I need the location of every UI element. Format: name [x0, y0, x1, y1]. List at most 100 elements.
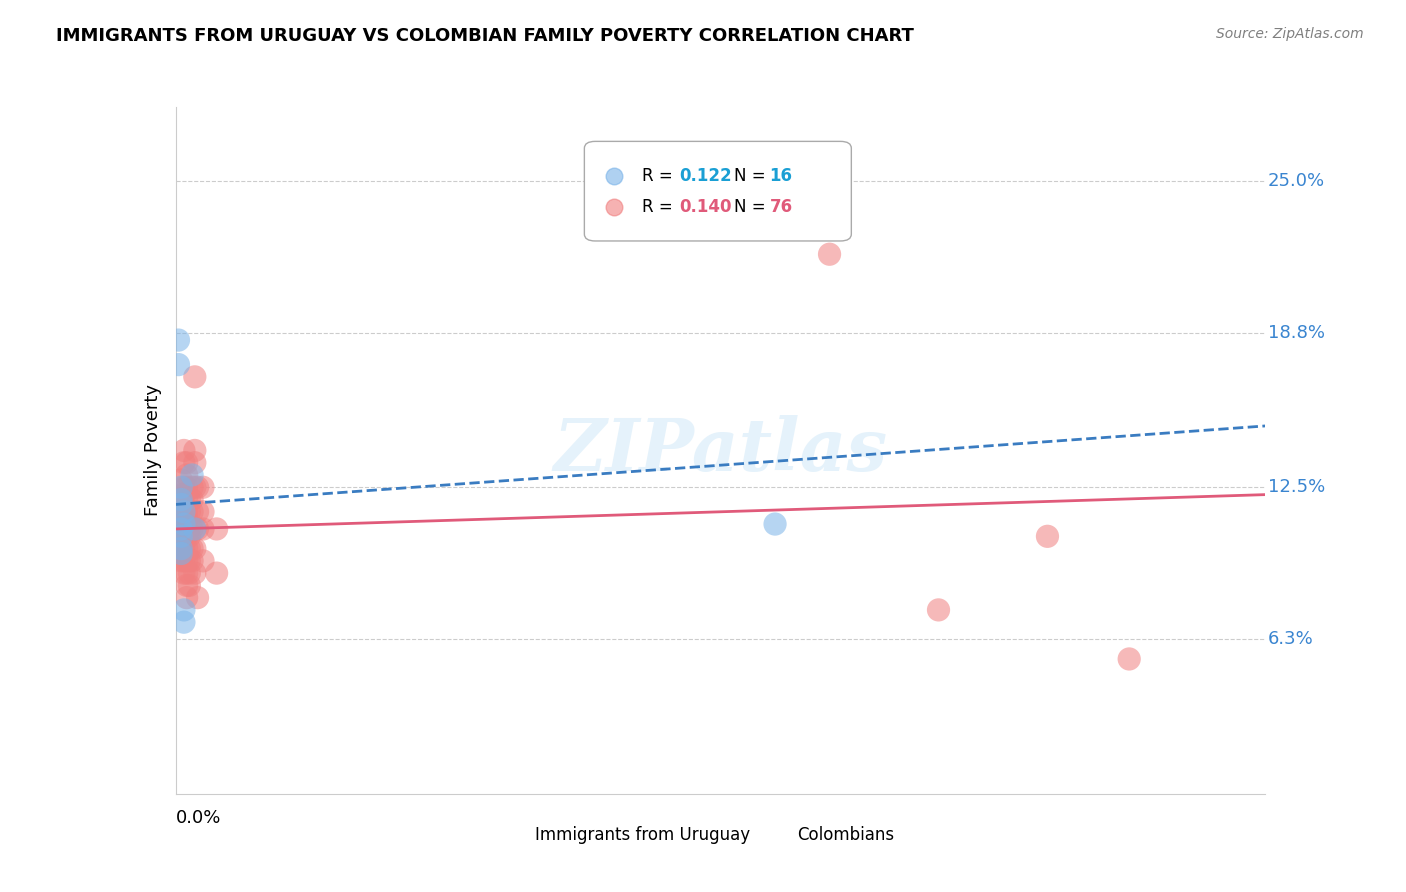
Text: Immigrants from Uruguay: Immigrants from Uruguay	[536, 826, 751, 844]
Point	[184, 566, 207, 581]
Point	[179, 522, 201, 536]
Point	[179, 492, 201, 507]
Point	[176, 512, 198, 526]
Point	[173, 615, 195, 630]
Text: 18.8%: 18.8%	[1268, 324, 1324, 342]
Point	[173, 498, 195, 512]
Point	[167, 333, 190, 347]
Point	[1118, 652, 1140, 666]
Point	[170, 541, 193, 556]
Point	[167, 358, 190, 372]
Point	[186, 591, 209, 605]
Point	[179, 505, 201, 519]
Point	[184, 443, 207, 458]
Point	[173, 541, 195, 556]
Point	[170, 541, 193, 556]
Point	[173, 522, 195, 536]
Text: Colombians: Colombians	[797, 826, 894, 844]
Point	[170, 554, 193, 568]
Point	[176, 591, 198, 605]
Point	[179, 566, 201, 581]
Point	[176, 492, 198, 507]
Text: ZIPatlas: ZIPatlas	[554, 415, 887, 486]
Point	[179, 578, 201, 592]
Point	[173, 505, 195, 519]
Point	[170, 546, 193, 561]
Point	[184, 541, 207, 556]
Text: R =: R =	[643, 198, 678, 216]
Point	[205, 522, 228, 536]
Point	[176, 578, 198, 592]
Point	[179, 541, 201, 556]
Text: IMMIGRANTS FROM URUGUAY VS COLOMBIAN FAMILY POVERTY CORRELATION CHART: IMMIGRANTS FROM URUGUAY VS COLOMBIAN FAM…	[56, 27, 914, 45]
Point	[186, 522, 209, 536]
Text: 76: 76	[769, 198, 793, 216]
Point	[170, 512, 193, 526]
Point	[191, 522, 214, 536]
Point	[167, 505, 190, 519]
Point	[173, 456, 195, 470]
Point	[173, 566, 195, 581]
Point	[186, 505, 209, 519]
Text: 25.0%: 25.0%	[1268, 171, 1324, 190]
Point	[176, 554, 198, 568]
Point	[928, 603, 950, 617]
Point	[167, 537, 190, 551]
Point	[173, 554, 195, 568]
Point	[184, 456, 207, 470]
Point	[191, 505, 214, 519]
Point	[167, 522, 190, 536]
Text: 0.122: 0.122	[679, 167, 731, 185]
Point	[167, 546, 190, 561]
Point	[176, 505, 198, 519]
Point	[763, 517, 786, 532]
Point	[179, 554, 201, 568]
Point	[184, 369, 207, 384]
Point	[173, 529, 195, 543]
Point	[176, 566, 198, 581]
Text: N =: N =	[734, 167, 770, 185]
Point	[184, 480, 207, 494]
Point	[173, 603, 195, 617]
Text: R =: R =	[643, 167, 678, 185]
Point	[818, 247, 841, 261]
Point	[191, 480, 214, 494]
Text: 0.140: 0.140	[679, 198, 731, 216]
Point	[176, 541, 198, 556]
Point	[173, 512, 195, 526]
Point	[176, 456, 198, 470]
Point	[181, 467, 204, 482]
Point	[173, 517, 195, 532]
Point	[170, 529, 193, 543]
Point	[176, 467, 198, 482]
Text: N =: N =	[734, 198, 770, 216]
Point	[173, 443, 195, 458]
Point	[170, 529, 193, 543]
Point	[170, 498, 193, 512]
Point	[176, 480, 198, 494]
Text: 16: 16	[769, 167, 793, 185]
Point	[179, 529, 201, 543]
Point	[173, 487, 195, 501]
Text: 6.3%: 6.3%	[1268, 631, 1313, 648]
Y-axis label: Family Poverty: Family Poverty	[143, 384, 162, 516]
Point	[181, 554, 204, 568]
Point	[167, 517, 190, 532]
Point	[184, 522, 207, 536]
Point	[170, 492, 193, 507]
Point	[170, 487, 193, 501]
Text: Source: ZipAtlas.com: Source: ZipAtlas.com	[1216, 27, 1364, 41]
Point	[1036, 529, 1059, 543]
Point	[173, 505, 195, 519]
Point	[181, 480, 204, 494]
Point	[173, 480, 195, 494]
Text: 0.0%: 0.0%	[176, 809, 221, 827]
Point	[181, 492, 204, 507]
Point	[167, 492, 190, 507]
Point	[167, 529, 190, 543]
Point	[170, 522, 193, 536]
Point	[184, 522, 207, 536]
Point	[170, 473, 193, 487]
Point	[170, 498, 193, 512]
Point	[170, 522, 193, 536]
